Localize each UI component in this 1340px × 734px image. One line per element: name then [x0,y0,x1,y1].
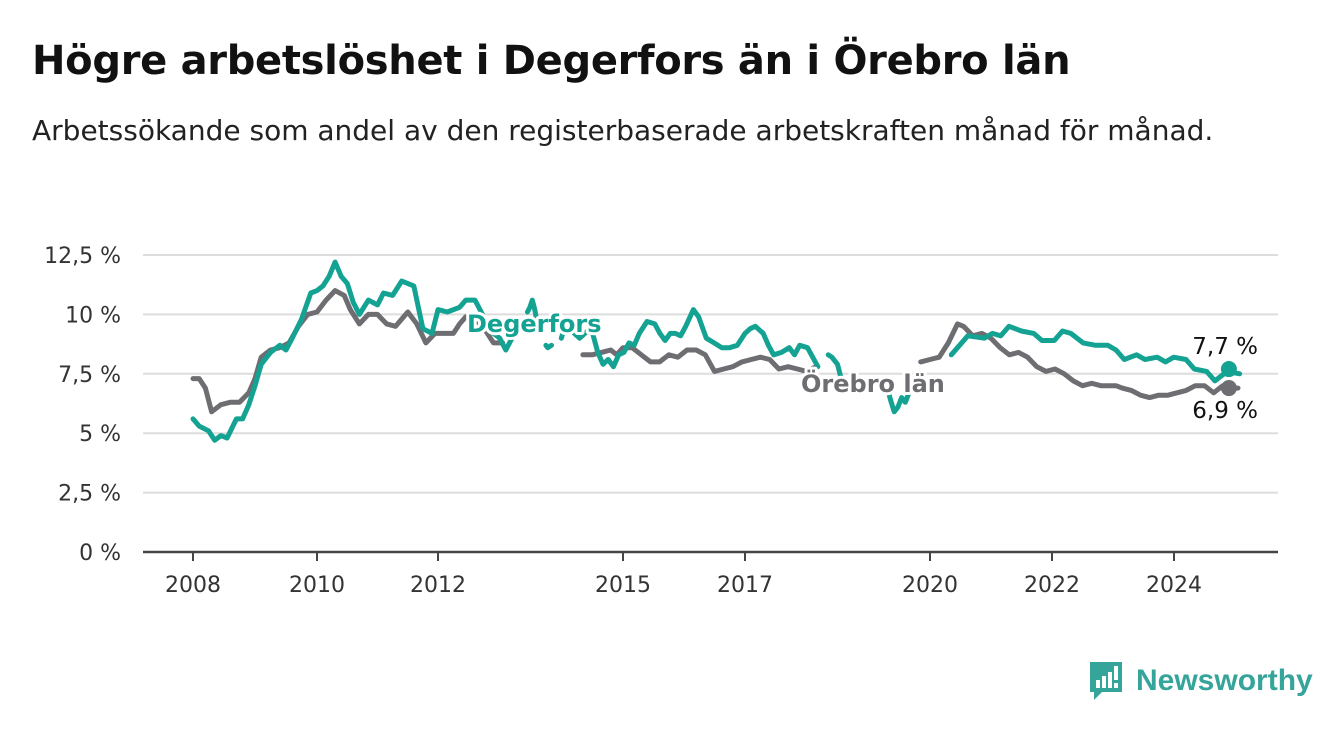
y-tick-label: 12,5 % [44,244,121,269]
x-tick-label: 2015 [595,573,651,598]
series-lines [190,259,1243,443]
chart-subtitle: Arbetssökande som andel av den registerb… [32,114,1214,147]
grid-lines [143,254,1278,494]
orebro-series-line [190,288,506,415]
orebro-end-point [1220,380,1237,397]
y-tick-label: 7,5 % [58,363,121,388]
y-tick-label: 2,5 % [58,482,121,507]
degerfors-series-line [190,259,515,443]
degerfors-series-line [558,307,821,370]
degerfors-series-label-halo: Degerfors [467,310,602,338]
degerfors-end-label: 7,7 % [1192,334,1258,360]
degerfors-series-line [884,373,919,415]
brand-name: Newsworthy [1136,664,1313,697]
x-tick-label: 2024 [1146,573,1202,598]
x-tick-label: 2017 [717,573,773,598]
degerfors-end-point [1220,361,1237,378]
x-tick-label: 2008 [165,573,221,598]
x-tick-label: 2020 [902,573,958,598]
orebro-series-label-halo: Örebro län [801,368,945,398]
degerfors-series-line [948,323,1243,384]
y-tick-label: 5 % [79,422,121,447]
y-tick-label: 10 % [65,303,121,328]
y-axis: 0 % 2,5 % 5 % 7,5 % 10 % 12,5 % [44,244,121,566]
x-tick-label: 2012 [410,573,466,598]
newsworthy-brand[interactable]: Newsworthy [1088,660,1313,702]
orebro-series-label: Örebro län [801,368,945,398]
degerfors-series-label: Degerfors [467,310,602,338]
x-tick-label: 2010 [289,573,345,598]
chart-title: Högre arbetslöshet i Degerfors än i Öreb… [32,38,1071,84]
y-tick-label: 0 % [79,541,121,566]
x-tick-label: 2022 [1024,573,1080,598]
degerfors-series-line [524,297,540,327]
degerfors-series-line [825,352,844,382]
newsworthy-logo-icon [1090,662,1122,700]
degerfors-series-line [543,342,554,351]
x-axis: 2008 2010 2012 2015 2017 2020 2022 2024 [143,550,1278,598]
orebro-end-label: 6,9 % [1192,398,1258,424]
